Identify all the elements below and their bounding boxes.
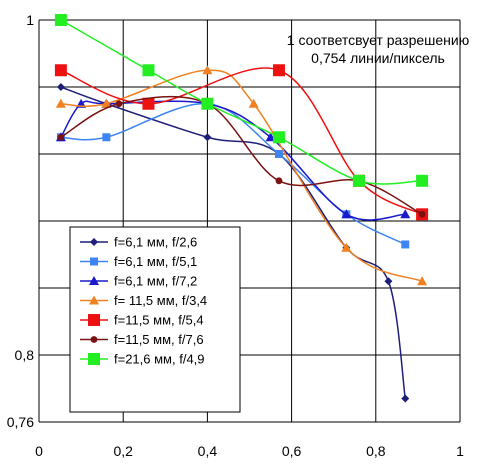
data-point xyxy=(272,64,285,77)
data-point xyxy=(54,14,67,26)
x-tick-label: 0,2 xyxy=(113,443,133,459)
data-point xyxy=(201,97,214,110)
data-point xyxy=(341,209,352,219)
series-line xyxy=(60,100,406,221)
legend-label: f=11,5 мм, f/7,6 xyxy=(114,332,204,347)
data-point xyxy=(202,65,213,75)
legend-label: f= 11,5 мм, f/3,4 xyxy=(114,293,207,308)
data-point xyxy=(88,353,100,365)
data-point xyxy=(401,240,410,249)
data-point xyxy=(54,64,67,77)
series-layer xyxy=(54,14,429,403)
data-point xyxy=(57,133,65,141)
legend-item: f=6,1 мм, f/7,2 xyxy=(80,274,197,289)
legend-label: f=11,5 мм, f/5,4 xyxy=(114,313,204,328)
series-3 xyxy=(55,98,411,221)
legend: f=6,1 мм, f/2,6 f=6,1 мм, f/5,1 f=6,1 мм, … xyxy=(69,226,241,413)
annotation-line-2: 0,754 линии/пиксель xyxy=(311,50,445,66)
data-point xyxy=(203,133,212,142)
legend-item: f= 11,5 мм, f/3,4 xyxy=(80,293,207,308)
axis-labels: 0 0,2 0,4 0,6 0,8 1 1 0,8 0,76 xyxy=(7,12,464,459)
data-point xyxy=(88,314,100,326)
legend-item: f=11,5 мм, f/5,4 xyxy=(80,313,204,328)
data-point xyxy=(89,295,99,305)
data-point xyxy=(56,83,65,91)
data-point xyxy=(115,100,123,108)
data-point xyxy=(352,174,365,187)
data-point xyxy=(55,98,66,108)
data-point xyxy=(401,394,410,403)
data-point xyxy=(384,277,393,286)
series-7 xyxy=(54,14,429,187)
data-point xyxy=(90,336,98,343)
series-6 xyxy=(57,95,426,218)
legend-label: f=6,1 мм, f/5,1 xyxy=(114,254,197,269)
legend-label: f=6,1 мм, f/2,6 xyxy=(114,235,197,250)
x-tick-label: 0 xyxy=(35,443,43,459)
x-tick-label: 0,4 xyxy=(198,443,218,459)
y-tick-label: 1 xyxy=(26,12,34,28)
legend-item: f=11,5 мм, f/7,6 xyxy=(80,332,204,347)
series-2 xyxy=(56,99,410,249)
series-line xyxy=(60,95,423,215)
legend-label: f=6,1 мм, f/7,2 xyxy=(114,274,197,289)
data-point xyxy=(90,238,98,246)
x-tick-label: 0,8 xyxy=(366,443,386,459)
annotation: 1 соответсвует разрешению 0,754 линии/пи… xyxy=(287,32,469,66)
data-point xyxy=(274,150,283,158)
x-tick-label: 1 xyxy=(456,443,464,459)
annotation-line-1: 1 соответсвует разрешению xyxy=(287,32,469,48)
data-point xyxy=(90,257,98,266)
data-point xyxy=(416,174,429,187)
legend-label: f=21,6 мм, f/4,9 xyxy=(114,352,205,367)
data-point xyxy=(418,210,426,218)
legend-item: f=6,1 мм, f/2,6 xyxy=(80,235,197,250)
data-point xyxy=(341,242,352,252)
data-point xyxy=(142,64,155,77)
data-point xyxy=(142,97,155,110)
y-tick-label: 0,76 xyxy=(7,414,34,430)
x-tick-label: 0,6 xyxy=(282,443,302,459)
y-tick-label: 0,8 xyxy=(15,347,35,363)
data-point xyxy=(275,177,283,185)
legend-item: f=6,1 мм, f/5,1 xyxy=(80,254,197,269)
legend-item: f=21,6 мм, f/4,9 xyxy=(80,352,205,367)
data-point xyxy=(400,209,411,219)
data-point xyxy=(89,276,99,285)
data-point xyxy=(101,98,112,108)
data-point xyxy=(102,133,111,142)
data-point xyxy=(417,276,428,286)
series-4 xyxy=(55,65,428,286)
data-point xyxy=(248,98,259,108)
data-point xyxy=(272,131,285,144)
